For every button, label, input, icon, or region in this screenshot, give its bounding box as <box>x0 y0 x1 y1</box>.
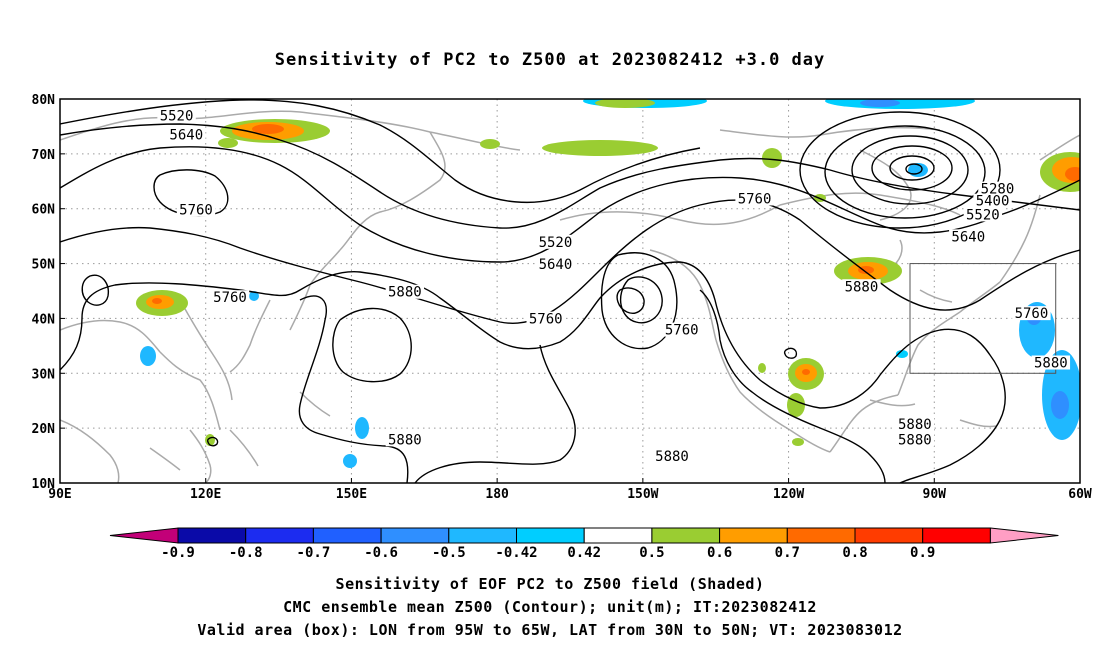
contour-label-bg <box>157 108 196 123</box>
x-axis-ticks: 90E 120E 150E 180 150W 120W 90W 60W <box>48 478 1092 502</box>
contour-label: 5760 <box>179 202 213 218</box>
contour-label-bg <box>385 284 425 299</box>
y-tick-label: 80N <box>32 93 56 108</box>
colorbar-swatch <box>245 527 314 544</box>
contour-label-bg <box>176 202 216 217</box>
colorbar-swatch <box>786 527 856 544</box>
colorbar-end-low <box>109 527 179 544</box>
colorbar-swatch <box>516 527 585 544</box>
contour-label: 5880 <box>1034 356 1068 372</box>
contour-label: 5880 <box>898 417 932 433</box>
contour-label-bg <box>662 322 701 337</box>
contour-label: 5880 <box>655 449 689 465</box>
contour-label: 5520 <box>966 207 1000 223</box>
y-tick-label: 30N <box>32 367 56 382</box>
contour-label-bg <box>949 229 988 244</box>
caption-valid-area: Valid area (box): LON from 95W to 65W, L… <box>197 621 903 639</box>
colorbar-label: -0.9 <box>161 545 195 560</box>
caption-shading: Sensitivity of EOF PC2 to Z500 field (Sh… <box>335 575 765 593</box>
contour-label-bg <box>895 416 935 431</box>
contour-label-bg <box>842 279 881 294</box>
contour-label: 5640 <box>169 127 203 143</box>
contour-label: 5880 <box>845 279 879 295</box>
colorbar-label: 0.7 <box>775 545 800 560</box>
sensitivity-shading <box>136 99 1080 468</box>
x-tick-label: 150E <box>336 487 367 502</box>
colorbar-swatch <box>719 527 788 544</box>
colorbar-swatch <box>583 527 653 544</box>
contour-label: 5760 <box>738 191 772 207</box>
contour-label-bg <box>167 127 206 142</box>
gridlines <box>60 99 1080 483</box>
colorbar-end-high <box>989 527 1059 544</box>
contour-label: 5880 <box>388 432 422 448</box>
x-tick-label: 150W <box>627 487 658 502</box>
x-tick-label: 120W <box>773 487 804 502</box>
y-tick-label: 70N <box>32 148 56 163</box>
contour-label-bg <box>963 207 1003 222</box>
contour-label-bg <box>652 448 692 463</box>
colorbar-swatch <box>380 527 450 544</box>
contour-label: 5520 <box>539 235 573 251</box>
colorbar-swatch <box>651 527 721 544</box>
contour-label-bg <box>536 256 575 271</box>
x-tick-label: 90W <box>923 487 947 502</box>
x-tick-label: 90E <box>48 487 71 502</box>
colorbar-label: 0.42 <box>567 545 601 560</box>
y-axis-ticks: 10N 20N 30N 40N 50N 60N 70N 80N <box>32 93 65 492</box>
y-tick-label: 50N <box>32 258 56 273</box>
y-tick-label: 10N <box>32 477 56 492</box>
y-tick-label: 60N <box>32 203 56 218</box>
y-tick-label: 20N <box>32 422 56 437</box>
x-tick-label: 60W <box>1068 487 1092 502</box>
contour-label: 5760 <box>665 323 699 339</box>
contour-label-bg <box>526 311 565 326</box>
colorbar-swatch <box>854 527 924 544</box>
x-tick-label: 120E <box>190 487 221 502</box>
colorbar-label: 0.5 <box>639 545 664 560</box>
contour-label-bg <box>536 234 575 249</box>
colorbar-label: 0.8 <box>842 545 867 560</box>
colorbar-label: 0.9 <box>910 545 935 560</box>
colorbar-swatch <box>312 527 382 544</box>
x-tick-label: 180 <box>485 487 509 502</box>
contour-label-bg <box>210 290 250 305</box>
contour-label: 5760 <box>213 290 247 306</box>
contour-label: 5640 <box>951 229 985 245</box>
colorbar-label: -0.7 <box>297 545 331 560</box>
contour-label-bg <box>735 191 774 206</box>
plot-frame <box>59 98 1081 484</box>
colorbar-label: 0.6 <box>707 545 732 560</box>
contour-label: 5760 <box>529 312 563 328</box>
contour-label-bg <box>385 432 425 447</box>
colorbar-label: -0.8 <box>229 545 263 560</box>
contour-label: 5400 <box>976 194 1010 210</box>
contour-label-bg <box>978 181 1017 196</box>
contour-label: 5880 <box>898 432 932 448</box>
contour-label-bg <box>973 193 1012 208</box>
contour-label: 5280 <box>981 182 1015 198</box>
contour-label: 5520 <box>160 109 194 125</box>
contour-label: 5880 <box>388 285 422 301</box>
colorbar: -0.9 -0.8 -0.7 -0.6 -0.5 -0.42 0.42 0.5 0.6 0.7 0.… <box>109 527 1059 560</box>
map-title: Sensitivity of PC2 to Z500 at 2023082412… <box>274 50 826 70</box>
colorbar-swatch <box>922 527 991 544</box>
colorbar-label: -0.6 <box>364 545 398 560</box>
colorbar-swatch <box>177 527 247 544</box>
y-tick-label: 40N <box>32 312 56 327</box>
colorbar-label: -0.42 <box>495 545 537 560</box>
contour-label: 5760 <box>1015 306 1049 322</box>
contour-label-bg <box>895 432 935 447</box>
contour-label-bg <box>1012 306 1051 321</box>
contour-label-bg <box>1031 355 1071 370</box>
contour-label: 5640 <box>539 257 573 273</box>
caption-contour: CMC ensemble mean Z500 (Contour); unit(m… <box>283 598 817 616</box>
valid-area-box <box>909 263 1057 374</box>
colorbar-swatch <box>448 527 517 544</box>
colorbar-label: -0.5 <box>432 545 466 560</box>
